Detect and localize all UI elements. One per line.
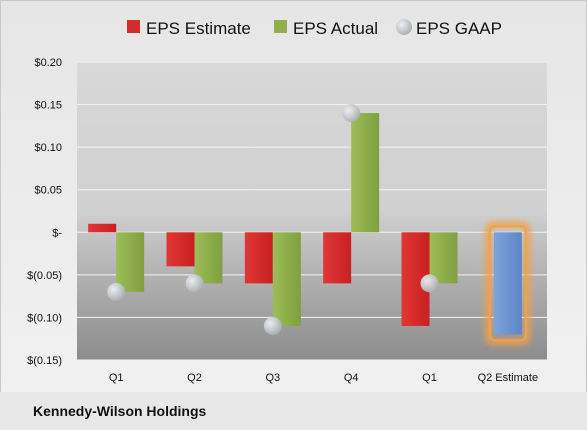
bar-eps-estimate bbox=[88, 223, 117, 233]
gaap-point bbox=[420, 274, 439, 293]
legend-label-eps-estimate: EPS Estimate bbox=[146, 19, 251, 38]
bar-eps-estimate bbox=[166, 232, 195, 267]
y-tick-label: $0.05 bbox=[34, 185, 62, 197]
gaap-point bbox=[342, 104, 361, 123]
bar-eps-actual bbox=[351, 113, 380, 233]
bar-q2-estimate bbox=[493, 232, 522, 335]
bar-eps-actual bbox=[116, 232, 145, 292]
bar-eps-actual bbox=[272, 232, 301, 326]
gaap-point bbox=[107, 282, 126, 301]
x-tick-label: Q2 Estimate bbox=[478, 372, 539, 384]
legend-swatch-eps-gaap bbox=[396, 19, 412, 35]
x-tick-label: Q1 bbox=[109, 372, 124, 384]
x-axis-labels: Q1 Q2 Q3 Q4 Q1 Q2 Estimate bbox=[109, 372, 538, 384]
gaap-point bbox=[185, 274, 204, 293]
y-axis-ticks: $0.20 $0.15 $0.10 $0.05 $- $(0.05) $(0.10) $(0.… bbox=[27, 57, 62, 367]
y-tick-label: $(0.05) bbox=[27, 270, 62, 282]
y-tick-label: $0.10 bbox=[34, 142, 62, 154]
plot-area bbox=[77, 62, 547, 360]
bar-eps-actual bbox=[194, 232, 223, 284]
y-tick-label: $- bbox=[52, 227, 62, 239]
legend-label-eps-gaap: EPS GAAP bbox=[416, 19, 502, 38]
bar-eps-estimate bbox=[244, 232, 273, 284]
gaap-points bbox=[107, 104, 439, 335]
y-tick-label: $(0.10) bbox=[27, 312, 62, 324]
forecast-glow bbox=[484, 221, 531, 346]
legend-label-eps-actual: EPS Actual bbox=[293, 19, 378, 38]
y-tick-label: $(0.15) bbox=[27, 355, 62, 367]
bars bbox=[88, 113, 531, 346]
x-tick-label: Q1 bbox=[422, 372, 437, 384]
company-name: Kennedy-Wilson Holdings bbox=[33, 403, 207, 419]
legend-swatch-eps-estimate bbox=[127, 20, 140, 33]
x-tick-label: Q4 bbox=[344, 372, 359, 384]
forecast-outline bbox=[488, 225, 528, 342]
legend: EPS Estimate EPS Actual EPS GAAP bbox=[127, 19, 502, 38]
bar-eps-estimate bbox=[323, 232, 352, 284]
y-tick-label: $0.20 bbox=[34, 57, 62, 69]
footer-band bbox=[0, 392, 587, 430]
gridlines bbox=[77, 61, 547, 361]
x-tick-label: Q3 bbox=[265, 372, 280, 384]
x-tick-label: Q2 bbox=[187, 372, 202, 384]
bar-eps-actual bbox=[429, 232, 458, 284]
gaap-point bbox=[263, 316, 282, 335]
legend-swatch-eps-actual bbox=[274, 20, 287, 33]
y-tick-label: $0.15 bbox=[34, 100, 62, 112]
